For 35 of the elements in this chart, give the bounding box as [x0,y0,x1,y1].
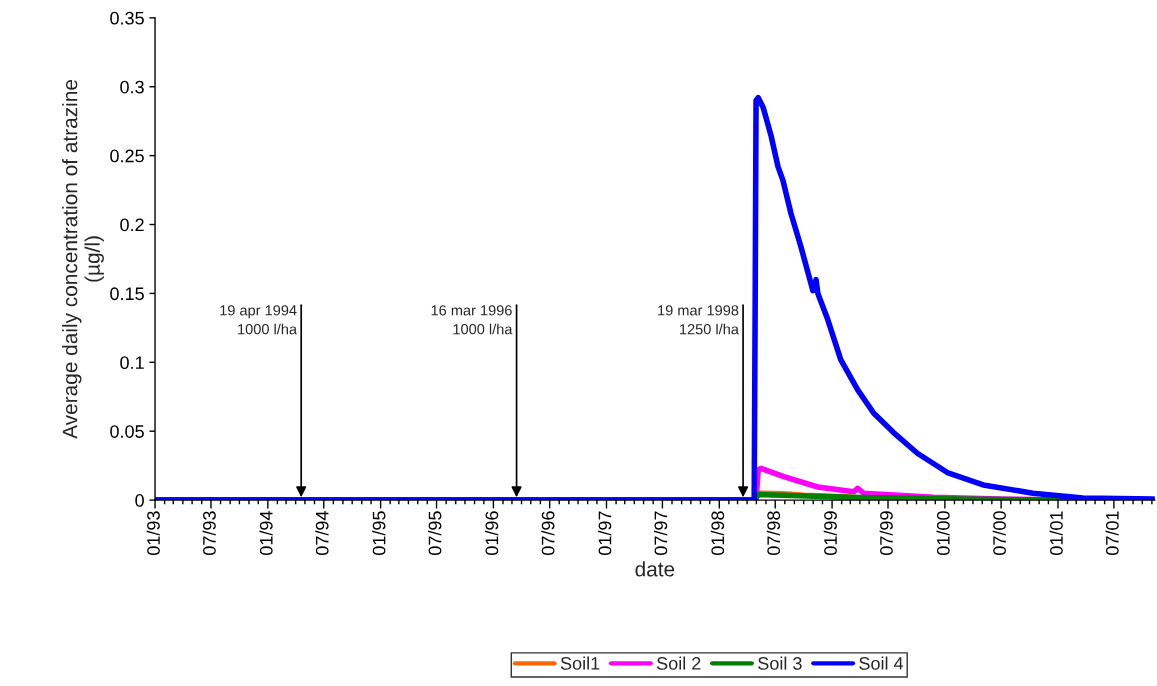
x-tick-label: 01/01 [1049,511,1063,555]
annotation: 19 apr 1994 1000 l/ha [220,305,298,335]
y-tick-label: 0.1 [120,356,144,370]
y-tick-label: 0.2 [120,218,144,232]
x-tick-label: 07/00 [992,511,1006,555]
y-tick-label: 0.35 [110,11,144,25]
x-tick-label: 07/96 [541,511,555,555]
x-tick-label: 01/99 [823,511,837,555]
y-axis-title: Average daily concentration of atrazine (µg/l) [62,79,104,439]
x-tick-label: 01/93 [146,511,160,555]
x-tick-label: 07/94 [315,511,329,555]
x-tick-label: 01/94 [259,511,273,555]
x-tick-label: 07/01 [1105,511,1119,555]
x-axis-title: date [635,561,675,577]
legend-label: Soil 2 [656,656,701,670]
legend-label: Soil 3 [758,656,802,670]
x-tick-label: 01/96 [484,511,499,555]
x-tick-label: 07/99 [879,511,893,555]
x-tick-label: 07/97 [654,511,668,555]
x-tick-label: 01/97 [598,511,612,555]
annotation: 19 mar 1998 1250 l/ha [658,305,739,335]
y-tick-label: 0 [135,494,144,507]
legend-label: Soil 4 [859,656,904,670]
y-tick-label: 0.15 [110,287,144,301]
annotation: 16 mar 1996 1000 l/ha [431,305,513,335]
x-tick-label: 07/93 [202,511,216,555]
x-tick-label: 07/98 [766,511,781,555]
x-tick-label: 01/00 [936,511,950,555]
x-tick-label: 01/98 [710,511,725,555]
y-tick-label: 0.3 [120,80,144,94]
x-tick-label: 07/95 [428,511,442,555]
x-tick-label: 01/95 [372,511,386,555]
legend-label: Soil1 [560,656,600,670]
y-tick-label: 0.05 [110,425,144,438]
y-tick-label: 0.25 [110,149,144,163]
